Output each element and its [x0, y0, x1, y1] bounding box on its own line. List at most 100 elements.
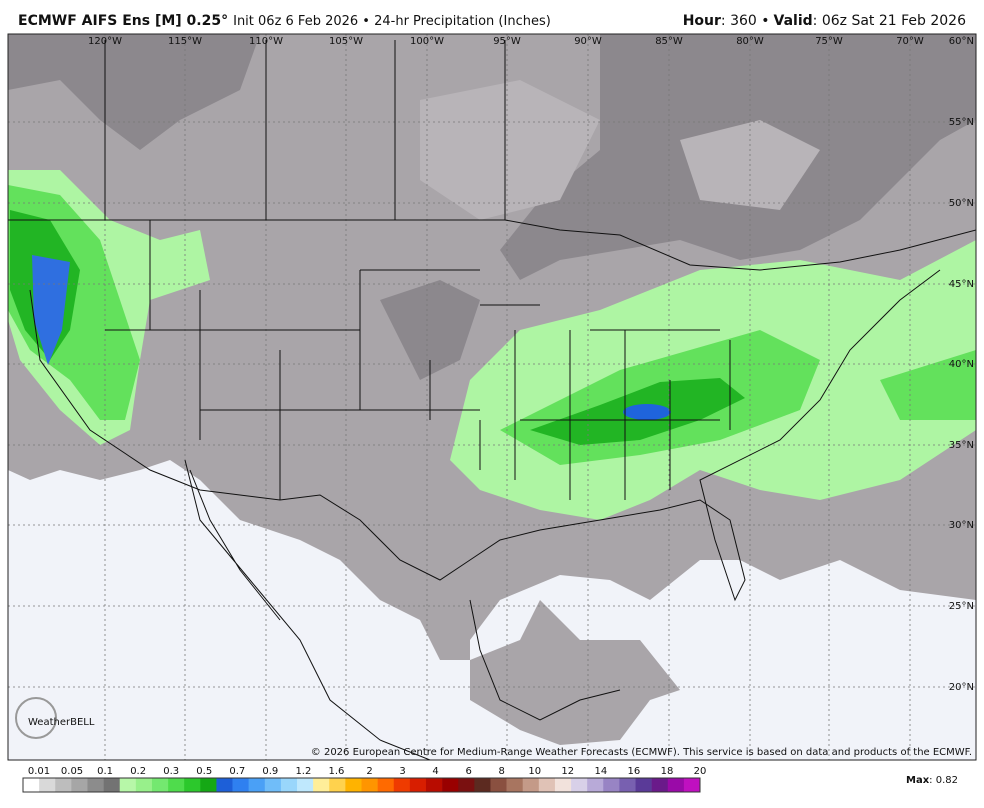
- lon-label: 115°W: [168, 36, 202, 47]
- colorbar-label: 10: [528, 766, 541, 777]
- hour-label: Hour: [683, 13, 721, 29]
- colorbar-swatch: [71, 778, 88, 792]
- colorbar-label: 0.3: [163, 766, 179, 777]
- colorbar-swatch: [538, 778, 556, 792]
- colorbar-swatch: [87, 778, 104, 792]
- colorbar-label: 6: [465, 766, 471, 777]
- colorbar-swatch: [571, 778, 588, 792]
- precip-green-dark: [10, 210, 745, 445]
- colorbar-swatch: [168, 778, 185, 792]
- map: WeatherBELL © 2026 European Centre for M…: [7, 33, 977, 761]
- valid-value: : 06z Sat 21 Feb 2026: [813, 13, 966, 29]
- colorbar-label: 20: [694, 766, 707, 777]
- lat-label: 55°N: [949, 117, 974, 128]
- lon-label: 110°W: [249, 36, 283, 47]
- colorbar-swatch: [103, 778, 121, 792]
- lat-label: 35°N: [949, 440, 974, 451]
- logo: WeatherBELL: [28, 717, 95, 728]
- lon-label: 95°W: [493, 36, 521, 47]
- max-label: Max: [906, 775, 930, 786]
- precip-dark-gray: [8, 34, 976, 380]
- colorbar-label: 0.5: [196, 766, 212, 777]
- colorbar-label: 12: [561, 766, 574, 777]
- colorbar-swatch: [313, 778, 330, 792]
- colorbar-swatch: [619, 778, 636, 792]
- valid-label: Valid: [774, 13, 813, 29]
- colorbar-label: 3: [399, 766, 405, 777]
- init: Init 06z 6 Feb 2026 • 24-hr Precipitatio…: [233, 14, 551, 29]
- lat-label: 20°N: [949, 682, 974, 693]
- colorbar-label: 0.1: [97, 766, 113, 777]
- lat-label: 40°N: [949, 359, 974, 370]
- colorbar-swatch: [474, 778, 491, 792]
- colorbar-label: 2: [366, 766, 372, 777]
- colorbar-label: 16: [628, 766, 641, 777]
- colorbar-swatch: [39, 778, 56, 792]
- colorbar-swatch: [377, 778, 395, 792]
- lon-label: 80°W: [736, 36, 764, 47]
- colorbar-swatch: [506, 778, 523, 792]
- colorbar-swatch: [345, 778, 362, 792]
- graticule: [8, 34, 976, 760]
- colorbar-swatch: [361, 778, 378, 792]
- colorbar-swatch: [490, 778, 507, 792]
- colorbar-swatch: [297, 778, 314, 792]
- lat-label: 50°N: [949, 198, 974, 209]
- lat-label: 30°N: [949, 520, 974, 531]
- colorbar-label: 0.05: [61, 766, 83, 777]
- colorbar-swatch: [554, 778, 572, 792]
- colorbar-swatch: [635, 778, 652, 792]
- colorbar-swatch: [329, 778, 346, 792]
- colorbar-swatch: [603, 778, 620, 792]
- colorbar-label: 0.01: [28, 766, 50, 777]
- colorbar-swatch: [458, 778, 475, 792]
- colorbar-swatch: [55, 778, 72, 792]
- colorbar-swatch: [280, 778, 298, 792]
- colorbar-swatch: [151, 778, 169, 792]
- colorbar-swatch: [23, 778, 40, 792]
- model: ECMWF AIFS Ens [M] 0.25°: [18, 13, 228, 29]
- colorbar-swatch: [393, 778, 411, 792]
- colorbar-swatch: [248, 778, 266, 792]
- valid-info: Hour: 360 • Valid: 06z Sat 21 Feb 2026: [683, 13, 966, 29]
- precip-blue-west: [32, 255, 70, 365]
- colorbar-label: 0.7: [229, 766, 245, 777]
- colorbar-swatch: [651, 778, 669, 792]
- precip-mid-gray: [420, 80, 820, 220]
- lat-label: 60°N: [949, 36, 974, 47]
- colorbar-swatch: [587, 778, 604, 792]
- colorbar-swatch: [442, 778, 459, 792]
- lat-label: 45°N: [949, 279, 974, 290]
- lon-label: 90°W: [574, 36, 602, 47]
- colorbar-swatch: [184, 778, 201, 792]
- hour-value: : 360 •: [721, 13, 770, 29]
- lon-label: 120°W: [88, 36, 122, 47]
- max: Max: 0.82: [906, 775, 958, 786]
- copyright: © 2026 European Centre for Medium-Range …: [311, 747, 972, 758]
- colorbar-label: 0.9: [262, 766, 278, 777]
- colorbar-swatch: [200, 778, 217, 792]
- colorbar-label: 14: [594, 766, 607, 777]
- map-frame: [7, 33, 977, 761]
- colorbar-label: 18: [661, 766, 674, 777]
- colorbar-label: 0.2: [130, 766, 146, 777]
- colorbar-label: 1.6: [328, 766, 344, 777]
- lon-label: 100°W: [410, 36, 444, 47]
- lon-label: 75°W: [815, 36, 843, 47]
- colorbar-swatch: [264, 778, 282, 792]
- precip-blue: [623, 404, 671, 420]
- title: ECMWF AIFS Ens [M] 0.25° Init 06z 6 Feb 2…: [18, 13, 551, 29]
- colorbar-label: 4: [432, 766, 438, 777]
- max-value: : 0.82: [929, 775, 958, 786]
- colorbar-label: 8: [499, 766, 505, 777]
- colorbar: 0.01 0.05 0.1 0.2 0.3 0.5 0.7 0.9 1.2 1.6 2 3 4 6 8 10 1…: [22, 766, 707, 793]
- colorbar-swatch: [667, 778, 685, 792]
- colorbar-swatch: [232, 778, 249, 792]
- colorbar-swatch: [135, 778, 153, 792]
- colorbar-frame: [22, 777, 701, 793]
- lon-label: 105°W: [329, 36, 363, 47]
- colorbar-label: 1.2: [295, 766, 311, 777]
- borders: [8, 40, 976, 760]
- colorbar-swatch: [425, 778, 443, 792]
